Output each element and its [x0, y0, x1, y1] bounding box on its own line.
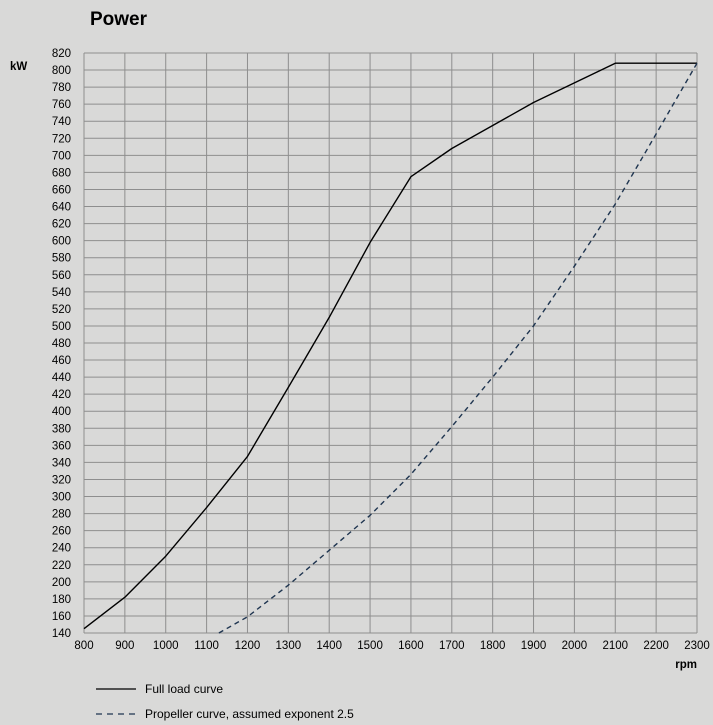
- y-tick-label: 700: [52, 150, 71, 162]
- x-tick-label: 1100: [194, 640, 219, 652]
- x-tick-label: 1300: [276, 640, 302, 652]
- x-tick-label: 1800: [480, 640, 506, 652]
- y-tick-label: 320: [52, 474, 71, 486]
- x-tick-label: 2200: [643, 640, 669, 652]
- y-tick-label: 420: [52, 389, 71, 401]
- y-tick-label: 520: [52, 304, 71, 316]
- legend: Full load curve Propeller curve, assumed…: [96, 682, 354, 721]
- y-tick-label: 640: [52, 202, 71, 214]
- x-tick-label: 2000: [562, 640, 588, 652]
- x-tick-label: 800: [74, 640, 93, 652]
- x-tick-label: 1600: [398, 640, 424, 652]
- y-tick-label: 440: [52, 372, 71, 384]
- y-tick-label: 360: [52, 440, 71, 452]
- legend-label-propeller: Propeller curve, assumed exponent 2.5: [145, 707, 354, 721]
- y-tick-label: 300: [52, 492, 71, 504]
- y-tick-label: 280: [52, 509, 71, 521]
- y-tick-label: 460: [52, 355, 71, 367]
- x-tick-label: 2300: [684, 640, 710, 652]
- y-tick-label: 160: [52, 611, 71, 623]
- y-tick-label: 340: [52, 457, 71, 469]
- x-tick-label: 1500: [357, 640, 383, 652]
- y-tick-label: 720: [52, 133, 71, 145]
- x-axis-unit: rpm: [675, 659, 697, 671]
- y-tick-label: 400: [52, 406, 71, 418]
- x-tick-label: 1000: [153, 640, 179, 652]
- grid: [83, 52, 698, 634]
- x-tick-label: 1900: [521, 640, 547, 652]
- y-tick-label: 800: [52, 65, 71, 77]
- y-tick-label: 760: [52, 99, 71, 111]
- y-tick-label: 260: [52, 526, 71, 538]
- y-tick-label: 240: [52, 543, 71, 555]
- x-tick-label: 1700: [439, 640, 465, 652]
- y-tick-label: 480: [52, 338, 71, 350]
- y-tick-label: 560: [52, 270, 71, 282]
- y-tick-label: 820: [52, 48, 71, 60]
- x-tick-label: 900: [115, 640, 134, 652]
- series-lines: [83, 62, 698, 634]
- y-tick-label: 540: [52, 287, 71, 299]
- y-tick-label: 660: [52, 184, 71, 196]
- x-tick-labels: 800 900 1000 1100 1200 1300 1400 1500 1600 1700 18…: [74, 640, 709, 652]
- y-tick-label: 600: [52, 236, 71, 248]
- y-tick-label: 740: [52, 116, 71, 128]
- y-tick-label: 580: [52, 253, 71, 265]
- y-axis-unit: kW: [10, 61, 27, 73]
- y-tick-label: 140: [52, 628, 71, 640]
- y-tick-labels: 140 160 180 200 220 240 260 280 300 320 340 360 380 4…: [52, 48, 71, 640]
- x-tick-label: 1400: [316, 640, 342, 652]
- full-load-curve-line: [83, 62, 697, 630]
- y-tick-label: 780: [52, 82, 71, 94]
- propeller-curve-line: [218, 62, 698, 634]
- chart-title: Power: [90, 9, 148, 30]
- y-tick-label: 380: [52, 423, 71, 435]
- y-tick-label: 200: [52, 577, 71, 589]
- y-tick-label: 680: [52, 167, 71, 179]
- y-tick-label: 220: [52, 560, 71, 572]
- legend-label-full-load: Full load curve: [145, 682, 223, 696]
- y-tick-label: 180: [52, 594, 71, 606]
- x-tick-label: 2100: [602, 640, 628, 652]
- y-tick-label: 620: [52, 219, 71, 231]
- y-tick-label: 500: [52, 321, 71, 333]
- x-tick-label: 1200: [235, 640, 261, 652]
